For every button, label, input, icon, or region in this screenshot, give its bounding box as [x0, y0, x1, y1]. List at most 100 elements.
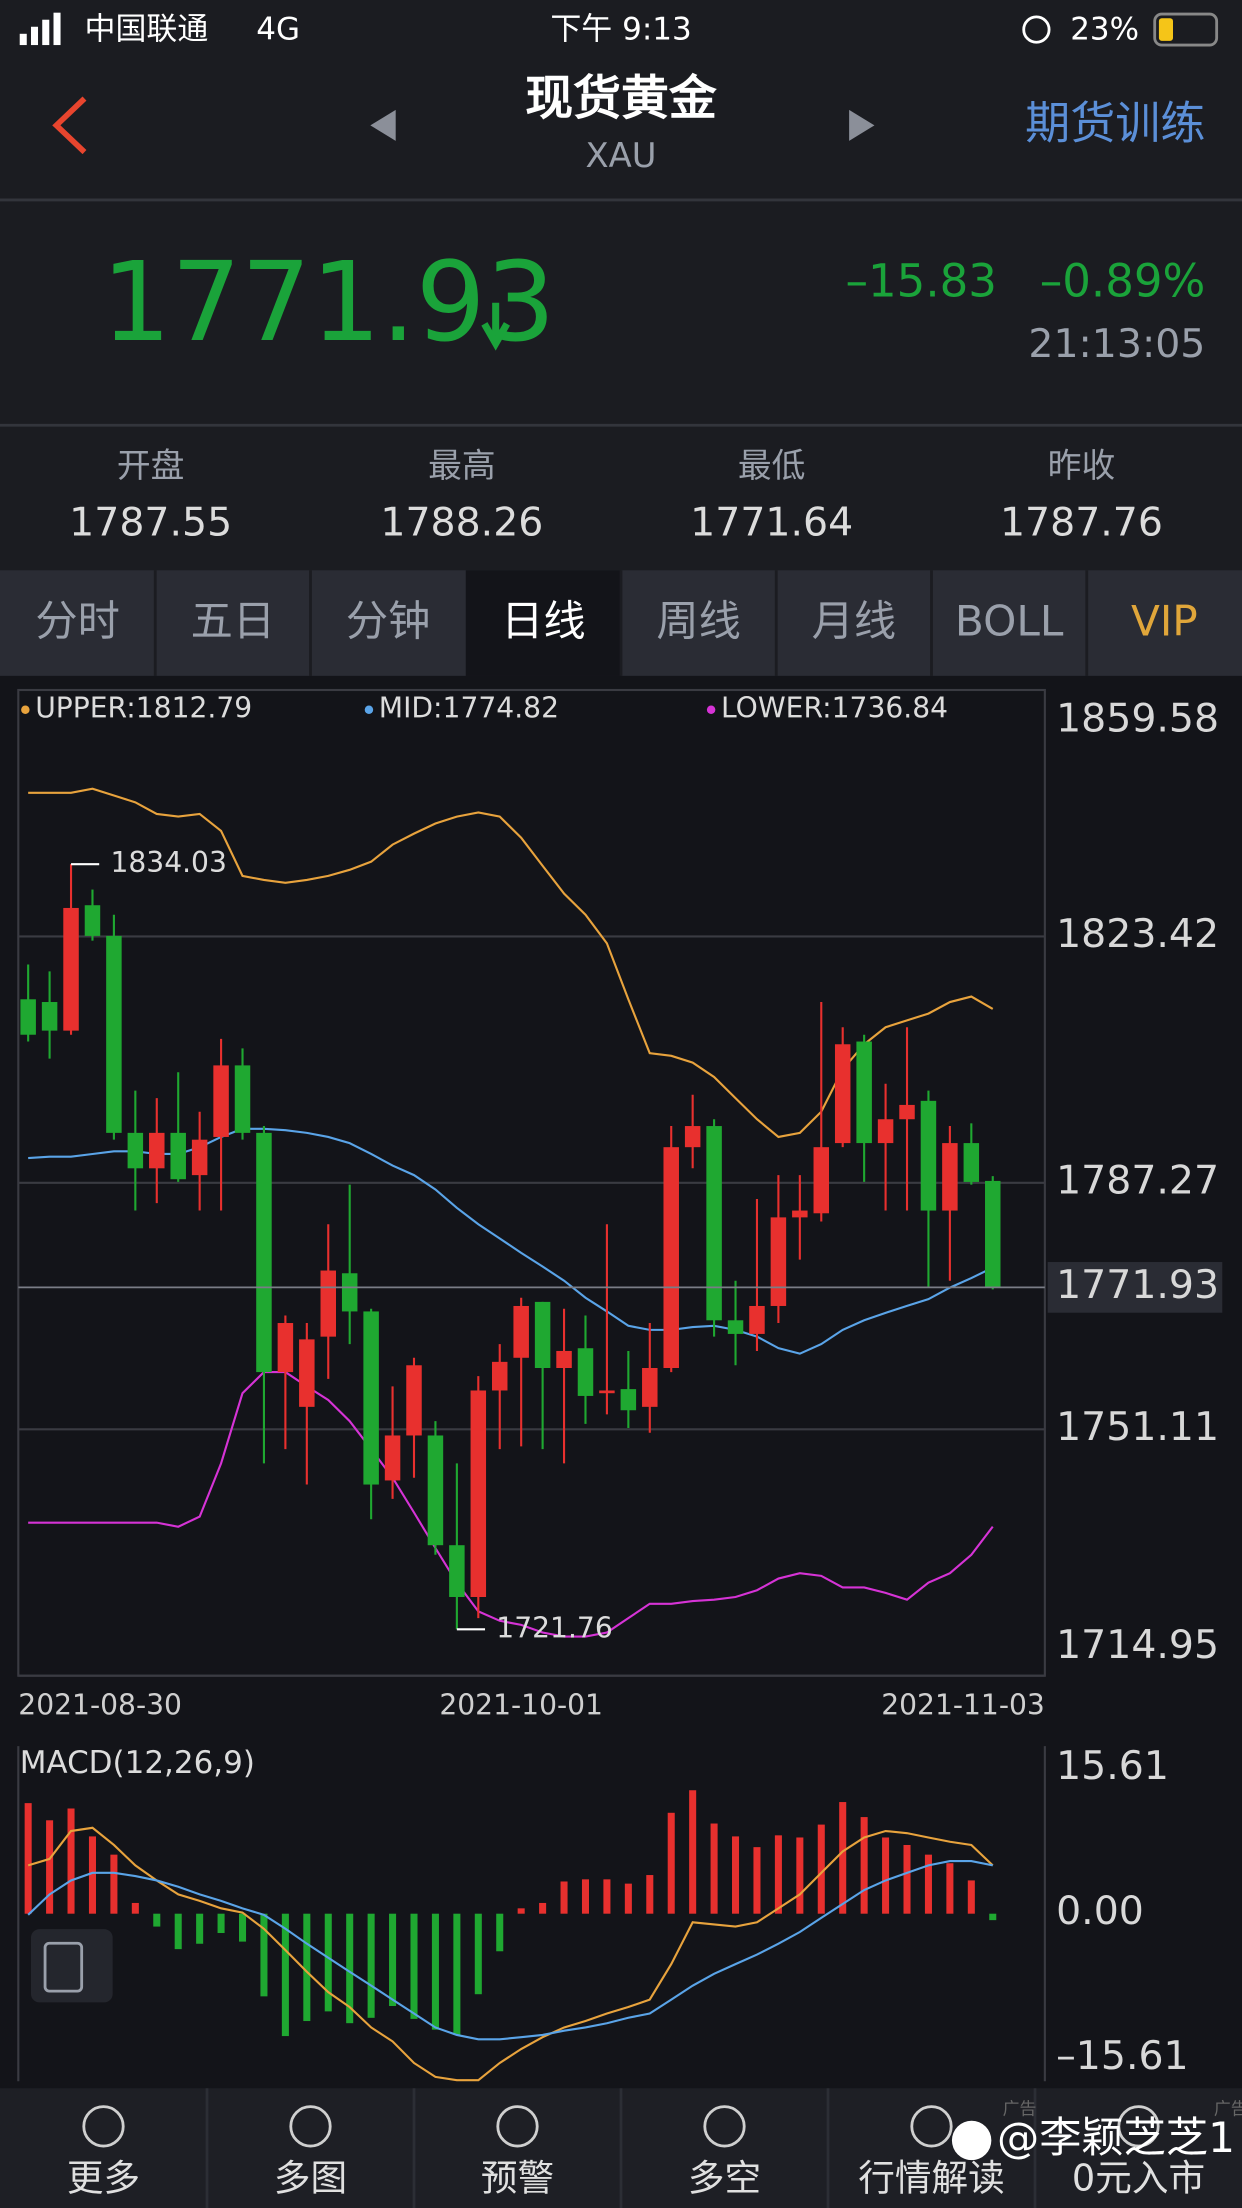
macd-bar	[560, 1881, 568, 1914]
macd-bar	[67, 1808, 75, 1914]
quote: 1771.93 –15.83 –0.89% 21:13:05	[0, 238, 1242, 427]
current-price-label: 1771.93	[1056, 1262, 1219, 1308]
ad-tag: 广告	[1214, 2098, 1242, 2118]
macd-bar	[324, 1913, 332, 2012]
macd-bar	[603, 1879, 611, 1914]
boll-line	[28, 1127, 994, 1355]
x-tick-label: 2021-11-03	[881, 1689, 1045, 1722]
boll-line	[28, 1371, 994, 1638]
candle-body	[985, 1180, 1001, 1288]
boll-line	[28, 787, 994, 1139]
y-tick-label: 1823.42	[1056, 911, 1219, 957]
network: 4G	[256, 11, 300, 47]
tab[interactable]: 周线	[656, 596, 740, 645]
candle-body	[470, 1390, 487, 1597]
change: –15.83	[845, 254, 996, 307]
tab[interactable]: 分钟	[346, 596, 430, 645]
candle-body	[813, 1147, 830, 1214]
header: 现货黄金 XAU 期货训练	[0, 71, 1242, 202]
macd-bar	[453, 1913, 461, 2035]
macd-bar	[924, 1854, 932, 1914]
candle-body	[449, 1545, 465, 1597]
stat-label: 开盘	[117, 446, 185, 485]
candle-body	[942, 1143, 958, 1211]
candle-body	[877, 1119, 894, 1144]
candle-body	[513, 1305, 529, 1358]
x-tick-label: 2021-10-01	[439, 1689, 603, 1722]
signal	[42, 19, 50, 46]
back-button[interactable]	[52, 96, 87, 155]
stat-value: 1787.55	[69, 500, 232, 546]
tab[interactable]: 日线	[501, 596, 585, 645]
macd-bar	[839, 1802, 847, 1914]
nav-label[interactable]: 预警	[481, 2156, 554, 2199]
macd-bar	[946, 1863, 954, 1914]
candle-body	[599, 1390, 615, 1394]
next-button[interactable]	[849, 109, 875, 141]
y-tick-label: 1787.27	[1056, 1157, 1219, 1203]
macd-chart: MACD(12,26,9) 15.61 0.00 –15.61	[17, 1743, 1189, 2082]
tab[interactable]: 分时	[35, 596, 119, 645]
candle-body	[191, 1139, 208, 1176]
tab[interactable]: VIP	[1131, 596, 1198, 645]
carrier: 中国联通	[84, 11, 208, 47]
macd-line	[27, 1826, 994, 2082]
macd-bar	[710, 1823, 718, 1914]
battery	[1153, 12, 1219, 47]
stat-label: 最高	[428, 446, 496, 485]
futures-training[interactable]: 期货训练	[1025, 97, 1205, 150]
bottom-nav: 更多 多图 预警 多空 行情解读 0元入市	[0, 2088, 1242, 2208]
nav-label[interactable]: 行情解读	[858, 2156, 1004, 2199]
clock: 下午 9:13	[550, 11, 691, 47]
legend-label: MID:1774.82	[379, 692, 559, 725]
rotate-button[interactable]	[30, 1929, 113, 2003]
candle-body	[491, 1361, 508, 1391]
candle-body	[106, 935, 122, 1133]
candle-body	[299, 1339, 315, 1407]
nav-label[interactable]: 多图	[274, 2156, 347, 2199]
candle-body	[899, 1104, 915, 1120]
nav-label[interactable]: 更多	[67, 2156, 140, 2199]
stat-value: 1788.26	[380, 500, 543, 546]
nav-label[interactable]: 多空	[688, 2156, 761, 2199]
candle-body	[642, 1367, 658, 1407]
candle-body	[170, 1132, 186, 1180]
nav-icon	[703, 2105, 746, 2148]
macd-bar	[281, 1913, 289, 2037]
status-bar: 中国联通 4G 下午 9:13 23%	[19, 11, 1219, 47]
macd-bar	[196, 1913, 204, 1944]
macd-bar	[217, 1913, 225, 1934]
candle-body	[920, 1100, 937, 1211]
candle-body	[727, 1320, 744, 1334]
candle-body	[963, 1143, 980, 1182]
macd-bar	[24, 1803, 32, 1914]
candle-body	[706, 1126, 722, 1321]
candle-body	[577, 1348, 594, 1396]
candle-body	[213, 1065, 229, 1137]
battery-level: 23%	[1070, 11, 1139, 47]
macd-bar	[260, 1913, 268, 1997]
stat-value: 1771.64	[690, 500, 853, 546]
y-tick-label: 0.00	[1056, 1888, 1144, 1934]
macd-bar	[238, 1913, 247, 1942]
candle-body	[256, 1132, 272, 1373]
macd-bar	[110, 1854, 118, 1914]
macd-line	[27, 1859, 993, 2041]
candle-body	[620, 1389, 637, 1411]
y-tick-label: 15.61	[1056, 1743, 1169, 1789]
macd-bar	[431, 1913, 439, 2030]
nav-label[interactable]: 0元入市	[1072, 2156, 1205, 2199]
candle-body	[834, 1044, 851, 1144]
prev-button[interactable]	[370, 109, 396, 141]
tab[interactable]: 五日	[191, 596, 275, 645]
candle-body	[149, 1132, 165, 1169]
candle-body	[406, 1365, 422, 1436]
tab[interactable]: 月线	[812, 596, 896, 645]
subtitle: XAU	[586, 136, 657, 175]
stat-label: 最低	[738, 446, 806, 485]
candle-body	[770, 1217, 787, 1306]
watermark-logo	[951, 2120, 992, 2161]
lock-icon	[1022, 15, 1051, 44]
nav-icon	[1117, 2105, 1160, 2148]
tab[interactable]: BOLL	[955, 596, 1064, 645]
